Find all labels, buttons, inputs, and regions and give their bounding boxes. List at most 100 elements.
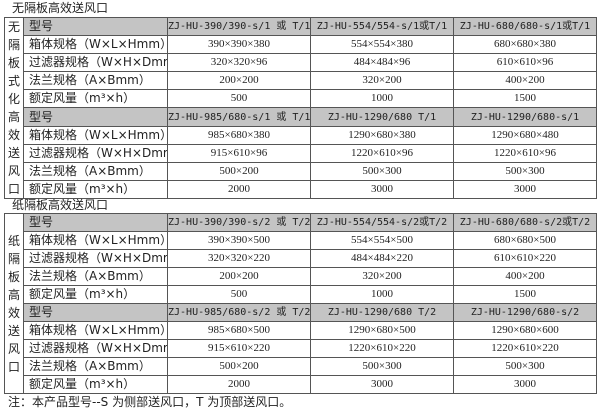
row-label: 过滤器规格（W×H×Dmm） xyxy=(23,53,168,73)
side-label-char: 风 xyxy=(7,341,20,356)
row-label: 箱体规格（W×L×Hmm） xyxy=(23,231,168,250)
side-label-char: 化 xyxy=(7,92,20,106)
value-cell: 400×200 xyxy=(453,71,597,91)
side-label-char: 送 xyxy=(7,323,20,338)
model-header-row: 型号 ZJ-HU-985/680-s/2 或 T/2 ZJ-HU-1290/680 … xyxy=(5,303,597,322)
model-header-row: 型号 ZJ-HU-985/680-s/1 或 T/1 ZJ-HU-1290/680 … xyxy=(5,107,597,127)
row-label: 额定风量（m³×h） xyxy=(23,179,168,200)
section-title-paper-separator: 纸隔板高效送风口 xyxy=(12,198,109,212)
table-row: 额定风量（m³×h） 500 1000 1500 xyxy=(5,285,597,304)
table-row: 过滤器规格（W×H×Dmm）915×610×2201220×610×220122… xyxy=(5,339,597,358)
value-cell: 390×390×380 xyxy=(167,35,311,55)
footnote: 注：本产品型号--S 为侧部送风口，T 为顶部送风口。 xyxy=(8,395,292,409)
model-cell: ZJ-HU-1290/680-s/1 xyxy=(453,107,597,127)
row-label: 过滤器规格（W×H×Dmm） xyxy=(23,339,168,358)
value-cell: 915×610×220 xyxy=(167,339,311,358)
row-label: 过滤器规格（W×H×Dmm） xyxy=(23,249,168,268)
value-cell: 3000 xyxy=(453,375,597,394)
value-cell: 500×200 xyxy=(167,357,311,376)
value-cell: 200×200 xyxy=(167,71,311,91)
value-cell: 985×680×380 xyxy=(167,125,311,145)
side-label-char: 高 xyxy=(7,110,20,124)
value-cell: 484×484×220 xyxy=(310,249,454,268)
value-cell: 1290×680×500 xyxy=(310,321,454,340)
model-cell: ZJ-HU-985/680-s/2 或 T/2 xyxy=(167,303,311,322)
value-cell: 400×200 xyxy=(453,267,597,286)
table-row: 额定风量（m³×h） 2000 3000 3000 xyxy=(5,375,597,394)
value-cell: 1000 xyxy=(310,89,454,109)
side-label-char: 效 xyxy=(7,128,20,142)
side-label: 纸隔板高效送风口 xyxy=(4,213,24,394)
value-cell: 500×300 xyxy=(310,161,454,181)
value-cell: 3000 xyxy=(310,375,454,394)
table-row: 过滤器规格（W×H×Dmm）320×320×220484×484×220610×… xyxy=(5,249,597,268)
row-label: 法兰规格（A×Bmm） xyxy=(23,161,168,181)
value-cell: 320×320×220 xyxy=(167,249,311,268)
side-label-char: 口 xyxy=(7,359,20,374)
table-row: 法兰规格（A×Bmm） 200×200 320×200 400×200 xyxy=(5,267,597,286)
value-cell: 2000 xyxy=(167,179,311,200)
model-cell: ZJ-HU-680/680-s/2或T/2 xyxy=(453,213,597,232)
table-row: 箱体规格（W×L×Hmm） 390×390×500 554×554×500 680×6… xyxy=(5,231,597,250)
row-label: 箱体规格（W×L×Hmm） xyxy=(23,35,168,55)
model-cell: ZJ-HU-1290/680-s/2 xyxy=(453,303,597,322)
model-cell: ZJ-HU-1290/680 T/2 xyxy=(310,303,454,322)
model-cell: ZJ-HU-390/390-s/1 或 T/1 xyxy=(167,16,311,37)
row-label: 型号 xyxy=(23,107,168,127)
side-label-char: 隔 xyxy=(7,38,20,52)
value-cell: 985×680×500 xyxy=(167,321,311,340)
side-label-char: 板 xyxy=(7,269,20,284)
model-cell: ZJ-HU-554/554-s/1或T/1 xyxy=(310,16,454,37)
row-label: 额定风量（m³×h） xyxy=(23,89,168,109)
value-cell: 500 xyxy=(167,285,311,304)
model-cell: ZJ-HU-1290/680 T/1 xyxy=(310,107,454,127)
value-cell: 2000 xyxy=(167,375,311,394)
model-header-row: 无隔板式化高效送风口型号 ZJ-HU-390/390-s/1 或 T/1 ZJ-HU… xyxy=(4,16,597,199)
side-label-char: 无 xyxy=(7,20,20,34)
row-label: 法兰规格（A×Bmm） xyxy=(23,267,168,286)
row-label: 型号 xyxy=(23,303,168,322)
value-cell: 1000 xyxy=(310,285,454,304)
value-cell: 1220×610×96 xyxy=(310,143,454,163)
side-label: 无隔板式化高效送风口 xyxy=(4,17,24,199)
row-label: 箱体规格（W×L×Hmm） xyxy=(23,321,168,340)
spec-table-paper-separator: 纸隔板高效送风口型号 ZJ-HU-390/390-s/2 或 T/2 ZJ-HU-5… xyxy=(4,213,597,394)
row-label: 型号 xyxy=(23,16,168,37)
model-cell: ZJ-HU-985/680-s/1 或 T/1 xyxy=(167,107,311,127)
table-row: 箱体规格（W×L×Hmm） 985×680×380 1290×680×380 1290… xyxy=(5,125,597,145)
value-cell: 1290×680×480 xyxy=(453,125,597,145)
side-label-char: 送 xyxy=(7,146,20,160)
model-cell: ZJ-HU-680/680-s/1或T/1 xyxy=(453,16,597,37)
value-cell: 680×680×380 xyxy=(453,35,597,55)
spec-table-no-separator: 无隔板式化高效送风口型号 ZJ-HU-390/390-s/1 或 T/1 ZJ-HU… xyxy=(4,16,597,200)
table-row: 过滤器规格（W×H×Dmm）320×320×96484×484×96610×61… xyxy=(5,53,597,73)
side-label-char: 纸 xyxy=(7,233,20,248)
table-row: 过滤器规格（W×H×Dmm）915×610×961220×610×961220×… xyxy=(5,143,597,163)
row-label: 型号 xyxy=(23,213,168,232)
value-cell: 1220×610×96 xyxy=(453,143,597,163)
model-cell: ZJ-HU-390/390-s/2 或 T/2 xyxy=(167,213,311,232)
value-cell: 554×554×380 xyxy=(310,35,454,55)
value-cell: 1500 xyxy=(453,285,597,304)
side-label-char: 风 xyxy=(7,164,20,178)
row-label: 额定风量（m³×h） xyxy=(23,285,168,304)
side-label-char: 口 xyxy=(7,182,20,196)
value-cell: 200×200 xyxy=(167,267,311,286)
value-cell: 390×390×500 xyxy=(167,231,311,250)
row-label: 法兰规格（A×Bmm） xyxy=(23,71,168,91)
value-cell: 1220×610×220 xyxy=(310,339,454,358)
value-cell: 3000 xyxy=(453,179,597,200)
value-cell: 1290×680×600 xyxy=(453,321,597,340)
side-label-char: 板 xyxy=(7,56,20,70)
row-label: 额定风量（m³×h） xyxy=(23,375,168,394)
row-label: 箱体规格（W×L×Hmm） xyxy=(23,125,168,145)
value-cell: 500×300 xyxy=(310,357,454,376)
row-label: 法兰规格（A×Bmm） xyxy=(23,357,168,376)
side-label-char: 效 xyxy=(7,305,20,320)
value-cell: 680×680×500 xyxy=(453,231,597,250)
value-cell: 484×484×96 xyxy=(310,53,454,73)
value-cell: 1220×610×220 xyxy=(453,339,597,358)
model-header-row: 纸隔板高效送风口型号 ZJ-HU-390/390-s/2 或 T/2 ZJ-HU-5… xyxy=(4,213,597,394)
value-cell: 554×554×500 xyxy=(310,231,454,250)
value-cell: 1500 xyxy=(453,89,597,109)
